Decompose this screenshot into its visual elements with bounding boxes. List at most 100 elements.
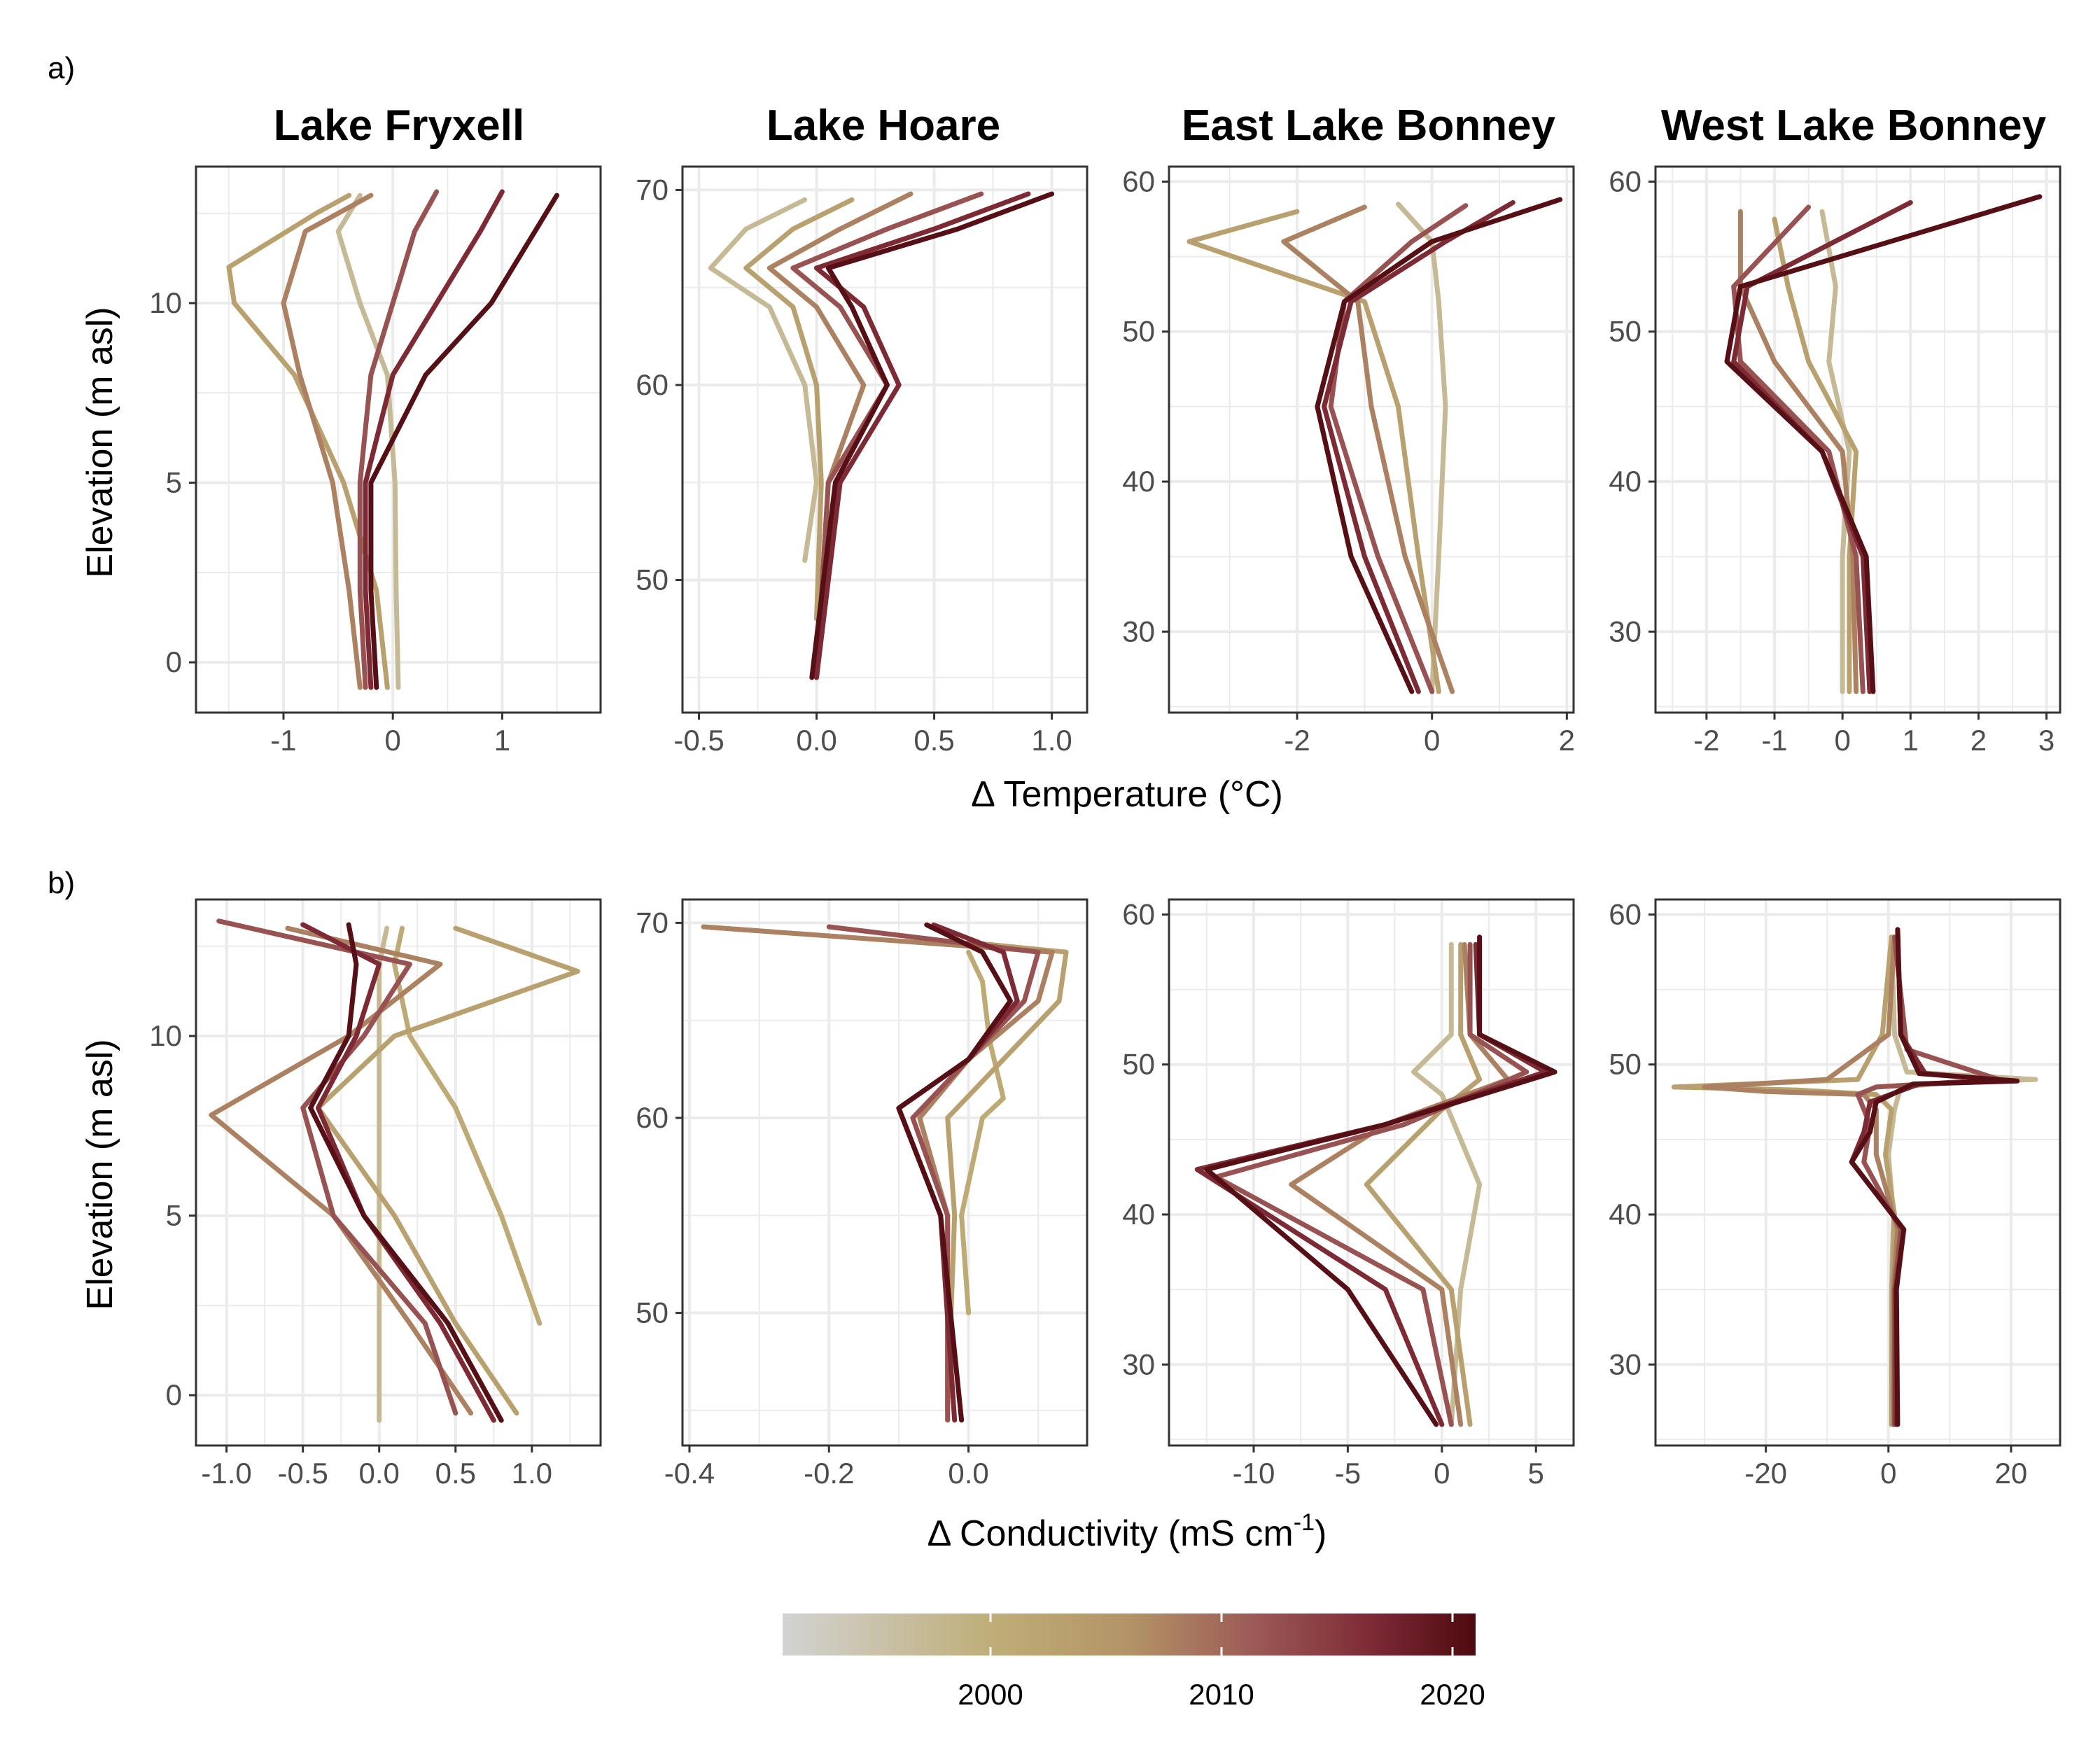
x-axis-label-temperature: Δ Temperature (°C) bbox=[971, 774, 1283, 815]
x-tick-label: -0.5 bbox=[277, 1457, 328, 1490]
x-tick-label: 3 bbox=[2038, 724, 2054, 757]
profile-line-2000 bbox=[1671, 934, 1897, 1427]
plot-background bbox=[682, 167, 1087, 713]
colorbar-tick-label: 2000 bbox=[958, 1678, 1023, 1711]
row-label-a: a) bbox=[48, 51, 75, 85]
profile-line-2020 bbox=[809, 191, 1055, 680]
profile-line-1995 bbox=[1396, 202, 1448, 694]
y-tick-label: 10 bbox=[149, 286, 182, 319]
colorbar-ticks: 2000 2010 2020 bbox=[958, 1614, 1485, 1711]
x-tick-label: -0.2 bbox=[804, 1457, 854, 1490]
panel-conductivity-lake-hoare: -0.4 -0.2 0.0 50 60 70 bbox=[636, 898, 1088, 1490]
profile-line-1995 bbox=[335, 192, 401, 690]
y-axis-label-row-a: Elevation (m asl) bbox=[80, 307, 120, 578]
series-group bbox=[1724, 194, 2043, 694]
panel-border bbox=[681, 898, 1088, 1447]
profile-line-1995 bbox=[1819, 209, 1852, 694]
y-axis-label-row-b: Elevation (m asl) bbox=[80, 1039, 120, 1310]
series-group bbox=[701, 922, 1069, 1423]
profile-line-2010 bbox=[357, 189, 440, 690]
panel-conductivity-east-lake-bonney: -10 -5 0 5 30 40 50 60 bbox=[1122, 897, 1575, 1490]
y-tick-label: 70 bbox=[636, 173, 668, 206]
series-group bbox=[1671, 927, 2038, 1427]
gridlines bbox=[682, 899, 1087, 1446]
profile-line-2000 bbox=[945, 939, 1069, 1413]
x-tick-label: 0.0 bbox=[359, 1457, 400, 1490]
profile-line-2010 bbox=[1213, 941, 1530, 1427]
colorbar-gradient bbox=[783, 1614, 1476, 1656]
y-tick-label: 50 bbox=[1609, 1048, 1642, 1081]
x-tick-label: 1 bbox=[494, 724, 510, 757]
panel-temperature-lake-hoare: -0.5 0.0 0.5 1.0 50 60 70 bbox=[636, 165, 1088, 757]
profile-line-2005 bbox=[281, 192, 374, 690]
panel-title-east-lake-bonney: East Lake Bonney bbox=[1182, 102, 1556, 150]
y-tick-label: 60 bbox=[636, 1101, 668, 1134]
profile-line-2020 bbox=[368, 192, 559, 690]
panel-conductivity-lake-fryxell: -1.0 -0.5 0.0 0.5 1.0 0 5 10 bbox=[149, 898, 602, 1490]
profile-line-2010 bbox=[216, 918, 458, 1416]
x-tick-label: -1.0 bbox=[201, 1457, 251, 1490]
row-label-b: b) bbox=[48, 866, 75, 900]
x-tick-label: 0 bbox=[385, 724, 401, 757]
x-tick-label: -20 bbox=[1744, 1457, 1787, 1490]
y-tick-label: 40 bbox=[1609, 465, 1642, 498]
x-tick-label: -0.4 bbox=[664, 1457, 715, 1490]
panel-title-lake-hoare: Lake Hoare bbox=[766, 102, 1000, 150]
panel-border bbox=[1654, 898, 2062, 1447]
colorbar-tick-label: 2020 bbox=[1420, 1678, 1485, 1711]
panel-border bbox=[1168, 165, 1575, 714]
x-tick-label: 0.5 bbox=[913, 724, 954, 757]
x-tick-label: -1 bbox=[1761, 724, 1787, 757]
panel-border bbox=[195, 165, 602, 714]
panel-border bbox=[681, 165, 1088, 714]
y-tick-label: 60 bbox=[636, 368, 668, 401]
conductivity-label-close: ) bbox=[1315, 1513, 1326, 1554]
y-tick-label: 50 bbox=[636, 1296, 668, 1329]
x-axis-label-conductivity: Δ Conductivity (mS cm-1) bbox=[927, 1509, 1327, 1554]
profile-line-1995 bbox=[1411, 941, 1483, 1427]
profile-line-2010 bbox=[1731, 204, 1865, 694]
x-tick-label: 0.0 bbox=[948, 1457, 988, 1490]
gridlines bbox=[1169, 167, 1574, 713]
y-tick-label: 0 bbox=[166, 1378, 182, 1411]
colorbar-tick-label: 2010 bbox=[1189, 1678, 1254, 1711]
panel-temperature-east-lake-bonney: -2 0 2 30 40 50 60 bbox=[1122, 164, 1575, 757]
series-group bbox=[1186, 197, 1563, 694]
x-tick-label: 0 bbox=[1880, 1457, 1896, 1490]
gridlines bbox=[1656, 167, 2060, 713]
y-tick-label: 40 bbox=[1122, 465, 1155, 498]
profile-line-2015 bbox=[814, 191, 1031, 680]
plot-background bbox=[682, 899, 1087, 1446]
y-tick-label: 40 bbox=[1609, 1198, 1642, 1231]
profile-line-2005 bbox=[1281, 204, 1455, 694]
y-tick-label: 5 bbox=[166, 1199, 182, 1232]
y-tick-label: 60 bbox=[1609, 164, 1642, 197]
profile-line-2020 bbox=[1204, 934, 1558, 1427]
y-tick-label: 70 bbox=[636, 906, 668, 939]
profile-line-1998 bbox=[392, 925, 542, 1326]
y-tick-label: 30 bbox=[1122, 1348, 1155, 1380]
profile-line-2020 bbox=[896, 922, 1013, 1423]
series-group bbox=[1194, 934, 1558, 1427]
y-tick-label: 50 bbox=[1609, 315, 1642, 348]
profile-line-2015 bbox=[300, 922, 496, 1423]
panel-title-west-lake-bonney: West Lake Bonney bbox=[1661, 102, 2047, 150]
x-tick-label: 2 bbox=[1559, 724, 1575, 757]
gridlines bbox=[1169, 899, 1574, 1446]
y-tick-label: 30 bbox=[1609, 615, 1642, 648]
x-tick-label: 0.5 bbox=[435, 1457, 476, 1490]
y-tick-label: 50 bbox=[636, 564, 668, 596]
series-group bbox=[226, 189, 559, 690]
y-tick-label: 40 bbox=[1122, 1198, 1155, 1231]
profile-line-2000 bbox=[1186, 209, 1441, 694]
profile-line-2020 bbox=[1315, 197, 1563, 694]
conductivity-label-superscript: -1 bbox=[1294, 1509, 1315, 1536]
x-tick-label: 1.0 bbox=[512, 1457, 552, 1490]
y-tick-label: 60 bbox=[1122, 897, 1155, 930]
series-group bbox=[708, 191, 1055, 680]
x-tick-label: -5 bbox=[1335, 1457, 1361, 1490]
profile-line-2015 bbox=[363, 189, 505, 690]
x-tick-label: 0 bbox=[1434, 1457, 1450, 1490]
x-tick-label: 0 bbox=[1424, 724, 1440, 757]
gridlines bbox=[196, 167, 601, 713]
